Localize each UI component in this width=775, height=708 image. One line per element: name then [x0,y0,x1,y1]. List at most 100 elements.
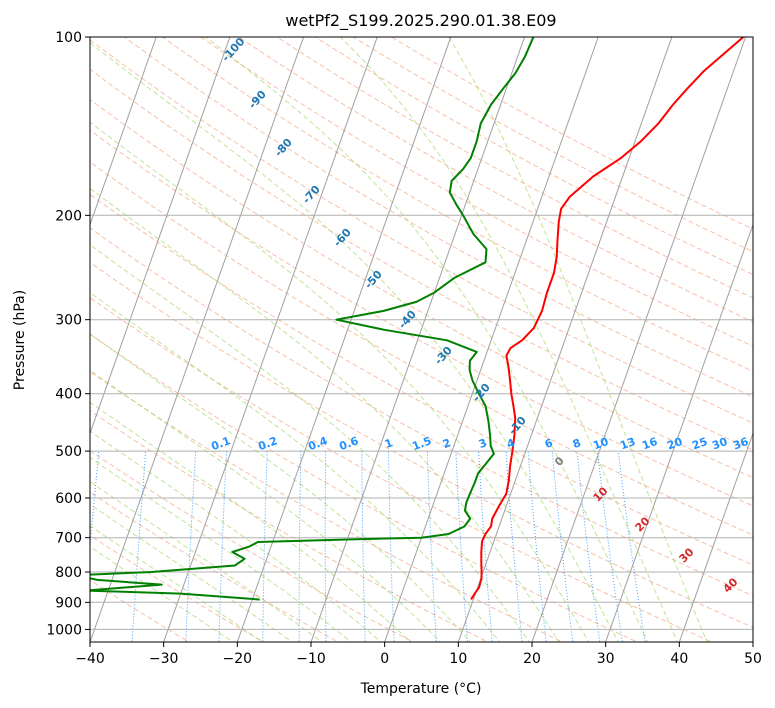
y-tick-label: 600 [55,491,82,507]
moist-adiabat-line [90,292,501,642]
mixing-ratio-line [388,451,395,642]
y-tick-label: 1000 [46,622,82,638]
isotherm-lines [90,37,753,642]
isotherm-line [310,37,526,642]
mixing-ratio-label: 0.1 [209,434,232,453]
isotherm-line [163,37,378,642]
mixing-ratio-line [455,451,469,642]
moist-adiabat-line [90,503,293,642]
dry-adiabat-line [314,37,753,276]
isotherm-line [236,37,452,642]
y-tick-label: 500 [55,444,82,460]
moist-adiabat-line [448,37,708,642]
dry-adiabat-label: -60 [331,226,354,250]
background-lines [90,37,753,642]
mixing-ratio-line [551,451,574,642]
dry-adiabat-line [90,450,414,642]
profile-series [90,37,744,601]
moist-adiabat-line [90,430,382,642]
mixing-ratio-line [324,451,327,642]
mixing-ratio-label: 0.6 [337,434,360,453]
dewpoint-line [90,37,535,601]
isotherm-line [90,37,157,227]
x-tick-label: −20 [223,651,253,667]
mixing-ratio-label: 8 [571,436,583,451]
moist-adiabat-line [90,369,442,642]
x-tick-label: 50 [744,651,762,667]
y-tick-label: 800 [55,565,82,581]
dry-adiabat-line [90,227,753,597]
mixing-ratio-line [527,451,547,642]
x-tick-label: 40 [670,651,688,667]
mixing-ratio-label: 30 [710,435,729,453]
moist-adiabat-line [205,37,649,642]
dry-adiabat-line [90,297,713,642]
temperature-line [470,37,744,601]
moist-adiabat-line [90,401,412,642]
x-tick-label: −30 [149,651,179,667]
y-tick-label: 300 [55,313,82,329]
mixing-ratio-label: 16 [640,435,659,453]
y-tick-label: 400 [55,387,82,403]
mixing-ratio-label: 4 [505,436,517,451]
y-tick-label: 200 [55,208,82,224]
x-tick-label: 20 [523,651,541,667]
dry-adiabat-line [276,37,753,299]
dry-adiabat-line [124,37,753,398]
mixing-ratio-label: 6 [543,436,555,451]
mixing-ratio-line [185,451,197,642]
dry-adiabat-line [90,98,753,479]
dry-adiabat-label: -50 [362,268,385,292]
chart-title: wetPf2_S199.2025.290.01.38.E09 [285,11,556,31]
mixing-ratio-label: 2 [441,436,453,451]
isotherm-line [531,37,747,642]
mixing-ratio-label: 3 [477,436,489,451]
mixing-ratio-line [218,451,228,642]
dry-adiabat-line [90,491,340,642]
y-axis-label: Pressure (hPa) [12,290,28,390]
moist-adiabat-line [90,456,353,642]
isotherm-line [457,37,673,642]
dry-adiabat-line [90,161,753,536]
x-tick-label: −40 [75,651,105,667]
dry-adiabat-line [90,371,564,642]
mixing-ratio-label: 20 [665,435,684,453]
dry-adiabat-label: -90 [246,88,269,112]
isotherm-line [90,37,305,642]
mixing-ratio-label: 0.2 [256,434,279,453]
mixing-ratio-label: 10 [591,435,610,453]
mixing-ratio-line [597,451,623,642]
moist-adiabat-line [340,37,678,642]
isotherm-line [605,223,753,642]
x-tick-label: −10 [296,651,326,667]
mixing-ratio-label: 1 [383,436,395,451]
dry-adiabat-line [90,68,753,451]
x-tick-label: 10 [449,651,467,667]
moist-adiabat-line [90,244,531,642]
moist-adiabat-line [90,525,264,642]
moist-adiabat-line [90,187,560,642]
y-tick-label: 700 [55,531,82,547]
isotherm-line [678,431,753,642]
plot-frame [89,36,754,643]
x-tick-label: 30 [597,651,615,667]
moist-adiabat-label: 10 [591,484,611,504]
moist-adiabat-label: 0 [552,454,567,469]
x-axis-ticks: −40 −30 −20 −10 0 10 20 30 40 50 [75,642,762,667]
dry-adiabat-label: -10 [506,414,529,438]
x-axis-label: Temperature (°C) [360,681,482,697]
isotherm-line [90,37,231,435]
mixing-ratio-line [262,451,268,642]
moist-adiabat-line [90,121,590,642]
mixing-ratio-label: 36 [731,435,750,453]
pressure-gridlines [90,37,753,630]
x-tick-label: 0 [380,651,389,667]
mixing-ratio-label: 25 [690,435,709,452]
mixing-ratio-line [617,451,646,642]
dry-adiabat-label: -30 [432,344,455,368]
dry-adiabat-line [90,39,753,424]
dry-adiabat-label: -80 [272,136,295,160]
moist-adiabat-line [90,481,323,642]
dry-adiabat-line [90,579,190,642]
